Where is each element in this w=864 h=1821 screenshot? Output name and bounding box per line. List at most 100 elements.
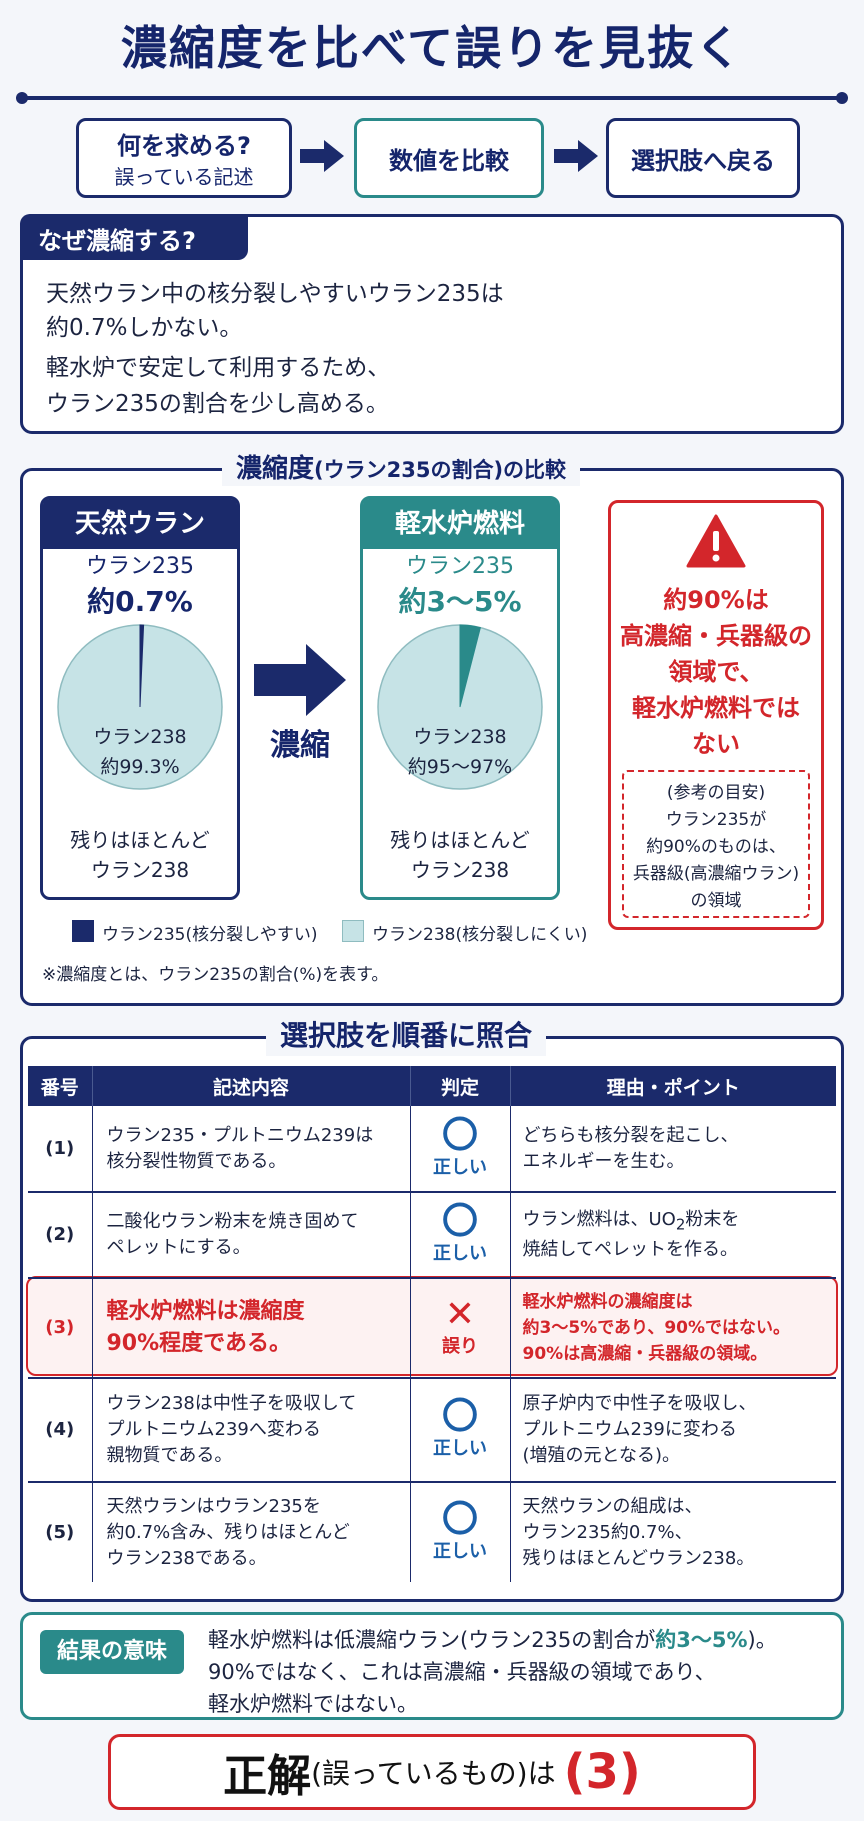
flow-step-goal: 何を求める? 誤っている記述 xyxy=(76,118,292,198)
warning-line: 軽水炉燃料では xyxy=(632,694,800,722)
title-divider xyxy=(16,92,848,104)
answer-label: 正解 xyxy=(223,1751,312,1802)
judgement-label: 正しい xyxy=(433,1156,487,1178)
comparison-heading-paren: (ウラン235の割合) xyxy=(314,458,504,482)
result-highlight: 約3〜5% xyxy=(655,1628,748,1652)
option-reason: 軽水炉燃料の濃縮度は 約3〜5%であり、90%ではない。 90%は高濃縮・兵器級… xyxy=(510,1278,836,1379)
natural-uranium-title: 天然ウラン xyxy=(43,499,237,549)
wrong-cross-icon: ✕ xyxy=(444,1294,476,1335)
warning-icon xyxy=(686,514,746,568)
judgement-label: 正しい xyxy=(433,1438,487,1459)
flow-step-return-title: 選択肢へ戻る xyxy=(631,146,775,175)
reference-note-line: 約90%のものは、 xyxy=(646,837,786,857)
result-text: 軽水炉燃料は低濃縮ウラン(ウラン235の割合が xyxy=(208,1628,656,1652)
options-table: 番号 記述内容 判定 理由・ポイント (1) ウラン235・プルトニウム239は… xyxy=(28,1066,836,1582)
table-header-row: 番号 記述内容 判定 理由・ポイント xyxy=(28,1066,836,1106)
option-reason-line: 90%は高濃縮・兵器級の領域。 xyxy=(522,1344,768,1364)
correct-circle-icon: 〇 xyxy=(441,1498,478,1540)
option-number: (2) xyxy=(28,1192,93,1279)
option-number: (4) xyxy=(28,1378,93,1483)
natural-uranium-pie-chart xyxy=(57,624,223,790)
warning-line: ない xyxy=(692,730,740,758)
option-description: ウラン235・プルトニウム239は 核分裂性物質である。 xyxy=(92,1106,411,1193)
arrow-right-icon xyxy=(554,140,598,172)
natural-pie-slice-u235 xyxy=(139,624,145,708)
warning-line: 高濃縮・兵器級の xyxy=(620,622,812,650)
correct-circle-icon: 〇 xyxy=(441,1396,478,1437)
option-reason-line: 約3〜5%であり、90%ではない。 xyxy=(522,1318,791,1338)
flow-step-return: 選択肢へ戻る xyxy=(606,118,800,198)
natural-u235-label: ウラン235 xyxy=(86,554,194,579)
why-heading: なぜ濃縮する? xyxy=(20,214,248,260)
option-description: ウラン238は中性子を吸収して プルトニウム239へ変わる 親物質である。 xyxy=(92,1378,411,1483)
option-reason-line: 原子炉内で中性子を吸収し、 xyxy=(522,1393,757,1414)
option-description-line: 二酸化ウラン粉末を焼き固めて xyxy=(106,1211,359,1232)
weapons-grade-warning-box xyxy=(608,500,824,930)
option-reason: 天然ウランの組成は、 ウラン235約0.7%、 残りはほとんどウラン238。 xyxy=(510,1482,836,1582)
option-reason-line: 残りはほとんどウラン238。 xyxy=(522,1547,755,1569)
legend-label-u235: ウラン235(核分裂しやすい) xyxy=(102,925,318,945)
result-line: 軽水炉燃料ではない。 xyxy=(208,1692,418,1716)
natural-rest-line: 残りはほとんど xyxy=(70,828,210,852)
option-reason-line: 焼結してペレットを作る。 xyxy=(522,1239,738,1261)
option-description-line: ウラン238である。 xyxy=(106,1547,267,1569)
option-reason: ウラン燃料は、UO2粉末を 焼結してペレットを作る。 xyxy=(510,1192,836,1279)
option-judgement: ✕ 誤り xyxy=(410,1278,511,1379)
option-reason-line: (増殖の元となる)。 xyxy=(522,1445,681,1466)
comparison-heading-main: 濃縮度 xyxy=(236,454,315,484)
answer-value: (3) xyxy=(563,1744,641,1800)
correct-circle-icon: 〇 xyxy=(441,1201,478,1242)
option-reason-line: 天然ウランの組成は、 xyxy=(522,1495,703,1517)
natural-u238-label: ウラン238 xyxy=(93,726,187,748)
column-header: 記述内容 xyxy=(92,1066,411,1106)
subscript: 2 xyxy=(675,1215,686,1234)
why-line: 約0.7%しかない。 xyxy=(46,315,243,341)
lwr-u238-value: 約95〜97% xyxy=(407,756,513,778)
option-reason-line: どちらも核分裂を起こし、 xyxy=(522,1124,739,1146)
lwr-fuel-title: 軽水炉燃料 xyxy=(363,499,557,549)
why-line: 軽水炉で安定して利用するため、 xyxy=(46,355,391,381)
option-description-line: 親物質である。 xyxy=(106,1445,233,1466)
table-row: (1) ウラン235・プルトニウム239は 核分裂性物質である。 〇 正しい ど… xyxy=(28,1106,836,1193)
column-header: 番号 xyxy=(28,1066,93,1106)
option-judgement: 〇 正しい xyxy=(410,1192,511,1279)
why-line: 天然ウラン中の核分裂しやすいウラン235は xyxy=(46,281,504,307)
judgement-label: 誤り xyxy=(442,1336,478,1357)
flow-step-compare-title: 数値を比較 xyxy=(389,146,509,175)
page-title: 濃縮度を比べて誤りを見抜く xyxy=(120,21,744,75)
flow-step-goal-title: 何を求める? xyxy=(117,132,251,160)
warning-line: 約90%は xyxy=(663,586,769,614)
result-line: 90%ではなく、これは高濃縮・兵器級の領域であり、 xyxy=(208,1660,716,1684)
reference-note-line: (参考の目安) xyxy=(666,783,766,803)
option-number: (3) xyxy=(28,1278,93,1379)
option-reason: 原子炉内で中性子を吸収し、 プルトニウム239に変わる (増殖の元となる)。 xyxy=(510,1378,836,1483)
lwr-u238-label: ウラン238 xyxy=(413,726,507,748)
answer-sub-label: (誤っているもの)は xyxy=(311,1757,556,1790)
options-heading: 選択肢を順番に照合 xyxy=(266,1016,547,1056)
table-row: (3) 軽水炉燃料は濃縮度 90%程度である。 ✕ 誤り 軽水炉燃料の濃縮度は … xyxy=(28,1278,836,1379)
option-reason: どちらも核分裂を起こし、 エネルギーを生む。 xyxy=(510,1106,836,1193)
arrow-right-icon xyxy=(300,140,344,172)
legend-label-u238: ウラン238(核分裂しにくい) xyxy=(372,925,588,945)
option-description-line: 核分裂性物質である。 xyxy=(106,1150,287,1172)
comparison-heading: 濃縮度(ウラン235の割合)の比較 xyxy=(222,452,581,486)
table-row: (5) 天然ウランはウラン235を 約0.7%含み、残りはほとんど ウラン238… xyxy=(28,1482,836,1582)
option-description-line: プルトニウム239へ変わる xyxy=(106,1419,321,1440)
result-meaning-tag: 結果の意味 xyxy=(40,1630,184,1674)
column-header: 理由・ポイント xyxy=(510,1066,836,1106)
reference-note-line: の領域 xyxy=(690,891,742,911)
option-judgement: 〇 正しい xyxy=(410,1378,511,1483)
correct-circle-icon: 〇 xyxy=(441,1114,478,1156)
lwr-pie-slice-u235 xyxy=(459,624,482,708)
option-judgement: 〇 正しい xyxy=(410,1482,511,1582)
option-number: (1) xyxy=(28,1106,93,1193)
reason-text: ウラン燃料は、UO xyxy=(522,1208,676,1230)
natural-u235-value: 約0.7% xyxy=(87,585,193,618)
table-row: (4) ウラン238は中性子を吸収して プルトニウム239へ変わる 親物質である… xyxy=(28,1378,836,1483)
lwr-u235-label: ウラン235 xyxy=(406,554,514,579)
option-description: 二酸化ウラン粉末を焼き固めて ペレットにする。 xyxy=(92,1192,411,1279)
result-text: )。 xyxy=(747,1628,777,1652)
lwr-fuel-pie-chart xyxy=(377,624,543,790)
natural-u238-value: 約99.3% xyxy=(100,756,180,778)
option-description-line: ペレットにする。 xyxy=(106,1237,251,1258)
